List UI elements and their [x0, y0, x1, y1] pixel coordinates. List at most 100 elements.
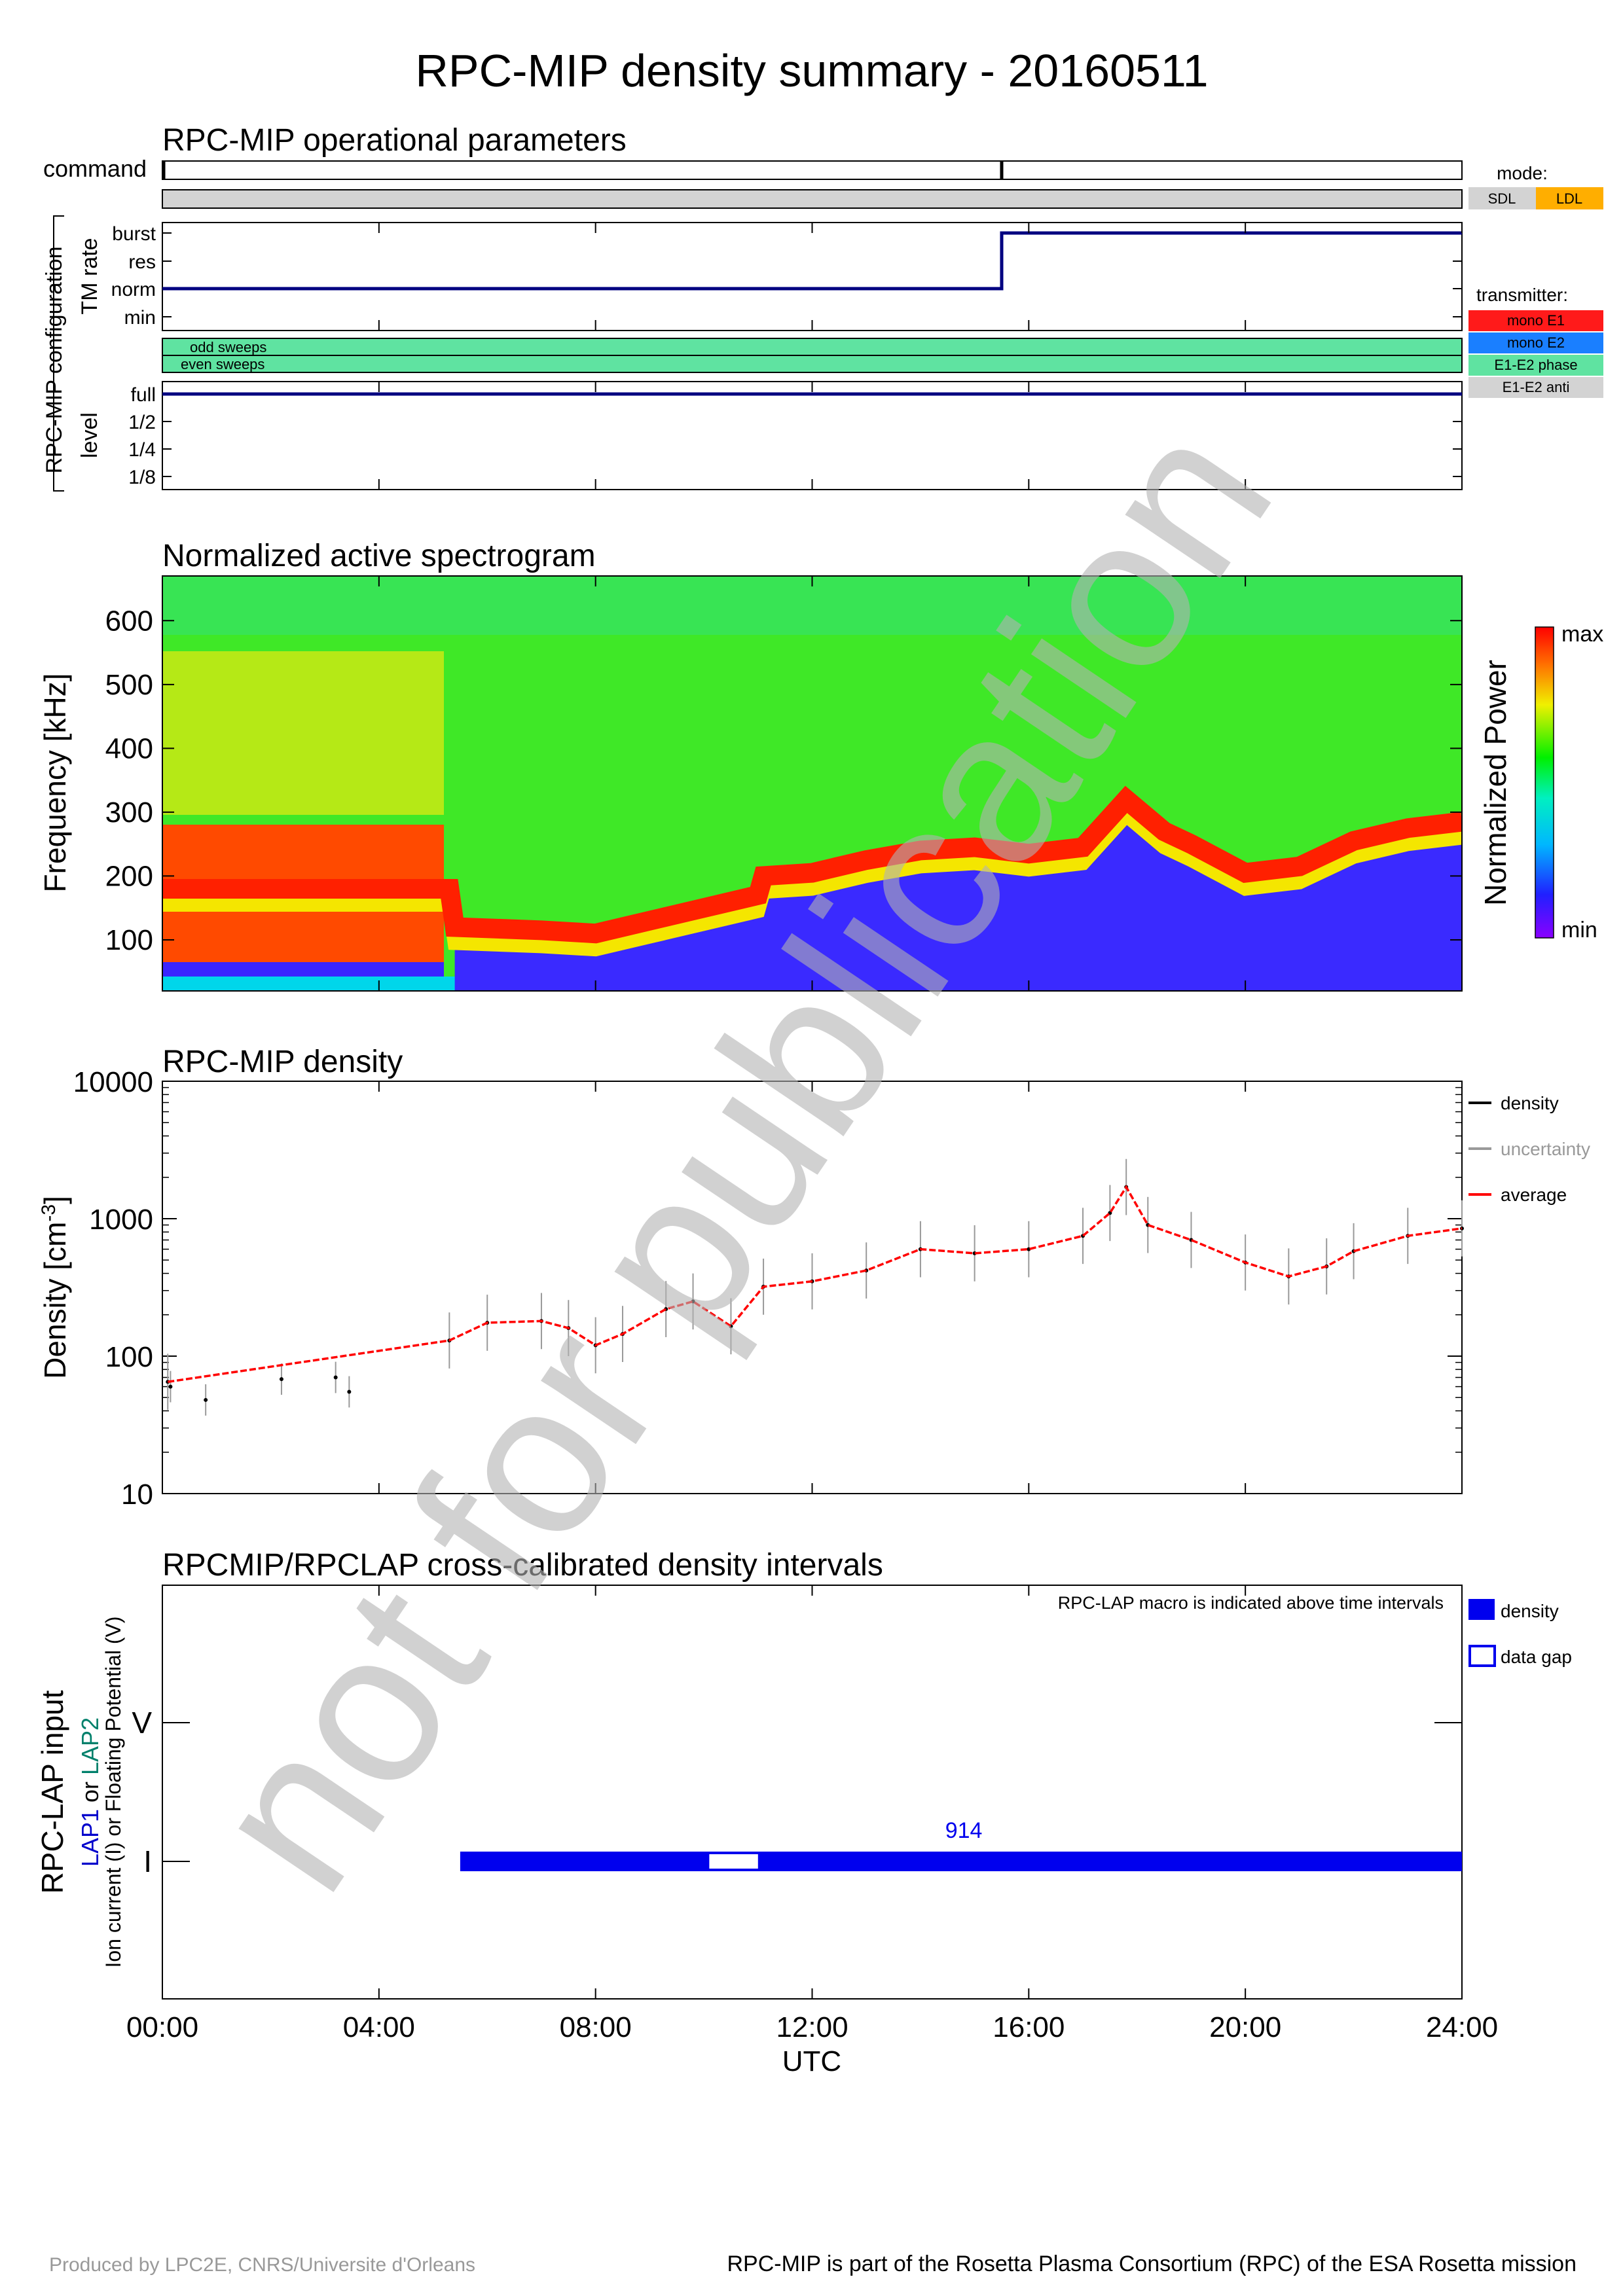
lap-macro-label: 914	[945, 1818, 983, 1843]
transmitter-label-0: mono E1	[1507, 312, 1565, 329]
colorbar-min: min	[1561, 918, 1597, 942]
density-ytick-label-10: 10	[121, 1479, 153, 1511]
level-label-2: 1/4	[128, 439, 156, 461]
lap-density-interval	[460, 1852, 1463, 1871]
mode-label-sdl: SDL	[1488, 190, 1516, 207]
config-bracket	[53, 215, 64, 492]
density-point	[204, 1397, 208, 1402]
transmitter-swatch-3	[1468, 377, 1603, 398]
spec-ytick-label-100: 100	[105, 924, 153, 956]
level-label-0: full	[131, 384, 156, 406]
command-marks	[162, 161, 1004, 179]
transmitter-swatch-0	[1468, 310, 1603, 331]
density-ytick-label-1000: 1000	[89, 1204, 153, 1236]
transmitter-label-2: E1-E2 phase	[1494, 357, 1577, 373]
lap-note: RPC-LAP macro is indicated above time in…	[1058, 1593, 1444, 1613]
mode-legend: SDL LDL	[1468, 187, 1603, 209]
density-point	[333, 1375, 338, 1380]
legend-gap-swatch	[1468, 1645, 1496, 1667]
x-tick-label-2: 08:00	[560, 2011, 632, 2043]
tm-rate-line	[162, 231, 1462, 291]
density-point	[168, 1384, 173, 1389]
density-point	[347, 1390, 352, 1394]
lap-or-label: or	[77, 1775, 103, 1809]
transmitter-legend-label: transmitter:	[1476, 285, 1568, 305]
x-axis-label: UTC	[782, 2045, 841, 2077]
lap-ytick-i: I	[143, 1844, 152, 1878]
transmitter-label-1: mono E2	[1507, 334, 1565, 351]
x-tick-label-3: 12:00	[776, 2011, 848, 2043]
spectrogram-early-harmonics	[162, 651, 444, 815]
level-label-1: 1/2	[128, 412, 156, 433]
density-legend: density uncertainty average	[1468, 1093, 1590, 1205]
config-label: RPC-MIP configuration	[42, 246, 67, 473]
spectrogram-early-floor	[162, 962, 444, 977]
even-sweeps-label: even sweeps	[181, 356, 264, 372]
mode-swatch-sdl	[1468, 187, 1536, 209]
tm-rate-label-min: min	[124, 307, 156, 329]
spectrogram-title: Normalized active spectrogram	[162, 539, 596, 573]
tm-rate-label-burst: burst	[112, 223, 156, 245]
transmitter-legend: mono E1 mono E2 E1-E2 phase E1-E2 anti	[1468, 310, 1603, 398]
density-ytick-label-10000: 10000	[73, 1066, 153, 1098]
level-ticks: full 1/2 1/4 1/8	[128, 384, 1462, 488]
density-panel: RPC-MIP density 10000 1000 100 10 Density […	[38, 1045, 1590, 1511]
density-title: RPC-MIP density	[162, 1045, 403, 1079]
ops-panel: RPC-MIP operational parameters command b…	[42, 123, 1603, 492]
colorbar-label: Normalized Power	[1478, 660, 1512, 906]
transmitter-swatch-2	[1468, 355, 1603, 376]
level-label: level	[77, 412, 102, 458]
x-tick-label-6: 24:00	[1426, 2011, 1498, 2043]
x-tick-label-1: 04:00	[343, 2011, 415, 2043]
transmitter-label-3: E1-E2 anti	[1503, 379, 1570, 395]
lap-ylabel-probes: LAP1 or LAP2	[77, 1717, 103, 1867]
command-label: command	[43, 155, 147, 182]
lap-ytick-v: V	[132, 1706, 152, 1740]
legend-gap-label: data gap	[1501, 1647, 1572, 1667]
lap-data-gap	[709, 1854, 758, 1869]
x-tick-label-0: 00:00	[126, 2011, 198, 2043]
spec-ytick-label-600: 600	[105, 605, 153, 637]
level-label-3: 1/8	[128, 467, 156, 488]
figure-title: RPC-MIP density summary - 20160511	[415, 45, 1208, 96]
lap-ylabel-sub: Ion current (I) or Floating Potential (V…	[101, 1616, 125, 1967]
spec-ytick-label-400: 400	[105, 732, 153, 764]
mode-legend-label: mode:	[1497, 163, 1548, 183]
mode-bar	[162, 189, 1463, 209]
spectrogram-blue-band	[454, 814, 1462, 991]
footer-left: Produced by LPC2E, CNRS/Universite d'Orl…	[49, 2254, 475, 2276]
tm-rate-frame	[162, 222, 1463, 331]
density-legend-label-0: density	[1501, 1093, 1559, 1113]
footer-right: RPC-MIP is part of the Rosetta Plasma Co…	[727, 2251, 1577, 2276]
mode-swatch-ldl	[1536, 187, 1603, 209]
odd-sweeps-label: odd sweeps	[190, 339, 266, 355]
spec-ytick-label-500: 500	[105, 669, 153, 701]
lap-frame	[162, 1585, 1463, 2000]
x-tick-label-4: 16:00	[993, 2011, 1065, 2043]
colorbar-max: max	[1561, 622, 1603, 647]
spectrogram-ylabel: Frequency [kHz]	[38, 673, 72, 893]
density-legend-label-2: average	[1501, 1185, 1567, 1205]
legend-density-swatch	[1468, 1599, 1495, 1620]
spectrogram-plasma-line	[162, 785, 1462, 944]
transmitter-swatch-1	[1468, 332, 1603, 353]
colorbar	[1535, 626, 1554, 939]
lap-panel: RPCMIP/RPCLAP cross-calibrated density i…	[35, 1548, 1572, 2000]
spectrogram-yellow-line	[162, 805, 1462, 957]
lap-ylabel-main: RPC-LAP input	[35, 1690, 69, 1893]
command-bar	[162, 160, 1463, 180]
legend-density-label: density	[1501, 1601, 1559, 1621]
odd-sweeps-bar	[162, 338, 1463, 356]
density-yticks: 10000 1000 100 10	[73, 1066, 1462, 1511]
density-ytick-label-100: 100	[105, 1341, 153, 1373]
level-frame	[162, 381, 1463, 490]
tm-rate-label-norm: norm	[111, 279, 156, 300]
x-tick-label-5: 20:00	[1209, 2011, 1281, 2043]
density-point	[279, 1377, 283, 1382]
lap2-label: LAP2	[77, 1717, 103, 1775]
density-average-line	[168, 1185, 1463, 1384]
tm-rate-label: TM rate	[77, 238, 102, 314]
mode-label-ldl: LDL	[1556, 190, 1582, 207]
tm-rate-label-res: res	[128, 251, 156, 273]
